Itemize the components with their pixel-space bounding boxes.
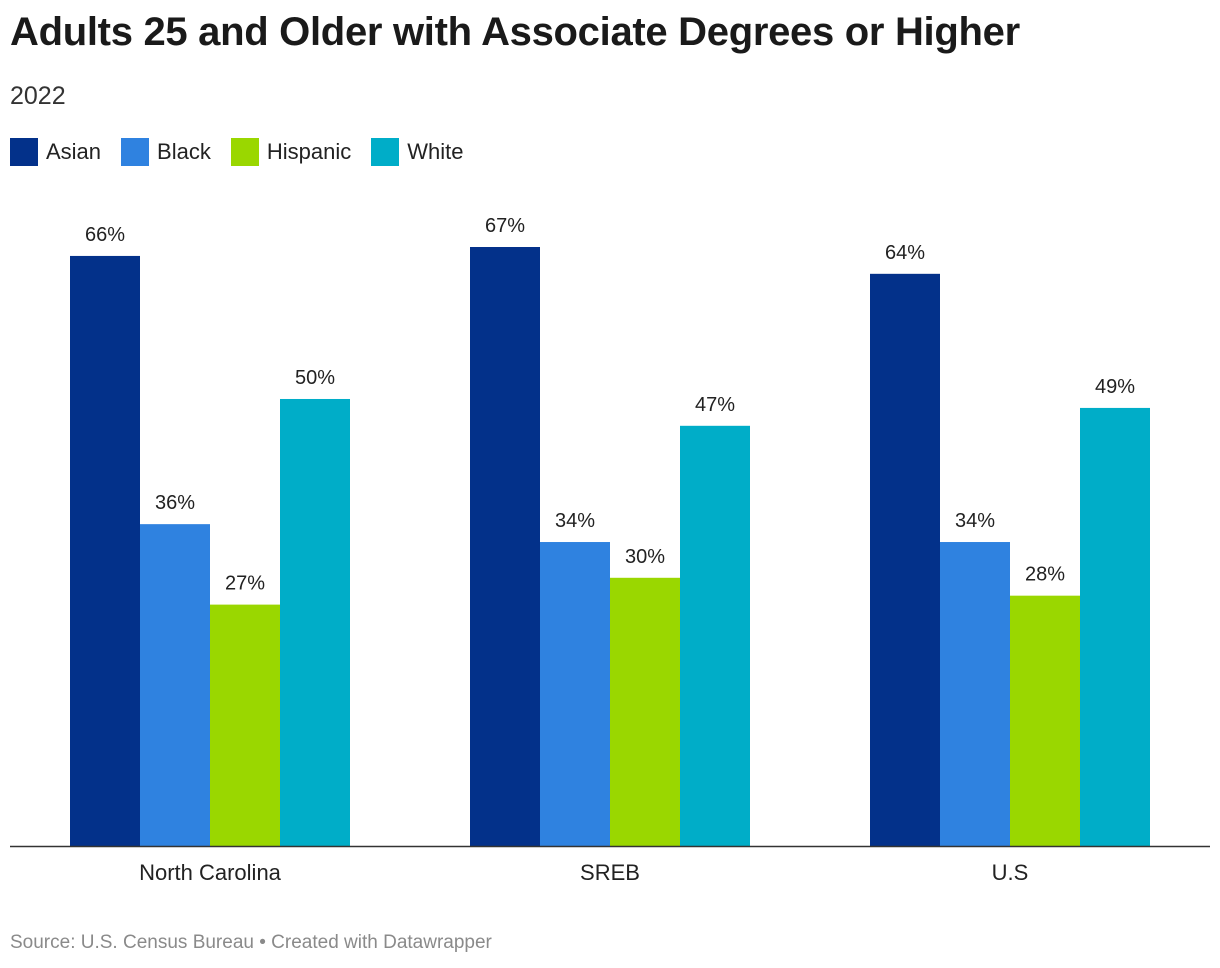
- legend: Asian Black Hispanic White: [10, 138, 463, 166]
- data-label-hispanic-1: 27%: [225, 573, 265, 595]
- bar-black-3: [940, 542, 1010, 846]
- data-label-black-1: 36%: [155, 492, 195, 514]
- data-label-hispanic-3: 28%: [1025, 564, 1065, 586]
- bar-chart: 66% 36% 27% 50% North Carolina 67% 34% 30% 47% SR…: [10, 215, 1210, 885]
- legend-label-hispanic: Hispanic: [266, 139, 352, 164]
- bar-white-3: [1080, 407, 1150, 846]
- legend-swatch-hispanic: [230, 138, 259, 166]
- legend-swatch-black: [121, 138, 150, 166]
- legend-label-asian: Asian: [46, 139, 102, 164]
- x-tick-label-3: U.S: [992, 860, 1029, 885]
- data-label-hispanic-2: 30%: [625, 546, 665, 568]
- data-label-white-1: 50%: [295, 367, 335, 389]
- bar-black-2: [540, 542, 610, 846]
- x-tick-label-2: SREB: [580, 860, 640, 885]
- bar-white-2: [680, 425, 750, 846]
- data-label-white-2: 47%: [695, 394, 735, 416]
- bar-asian-1: [70, 255, 140, 846]
- legend-label-white: White: [407, 139, 464, 164]
- source-note: Source: U.S. Census Bureau • Created wit…: [10, 932, 492, 953]
- data-label-black-3: 34%: [955, 510, 995, 532]
- bar-black-1: [140, 524, 210, 846]
- bar-asian-2: [470, 247, 540, 846]
- legend-item-hispanic: Hispanic: [230, 138, 352, 166]
- data-label-white-3: 49%: [1095, 376, 1135, 398]
- legend-label-black: Black: [157, 139, 211, 164]
- data-label-asian-3: 64%: [885, 242, 925, 264]
- legend-swatch-white: [371, 138, 400, 166]
- legend-item-asian: Asian: [10, 138, 101, 166]
- legend-item-black: Black: [121, 138, 211, 166]
- bar-hispanic-2: [610, 577, 680, 846]
- data-label-asian-1: 66%: [85, 224, 125, 246]
- bar-asian-3: [870, 273, 940, 846]
- legend-swatch-asian: [10, 138, 38, 166]
- bar-hispanic-3: [1010, 595, 1080, 846]
- x-tick-label-1: North Carolina: [139, 860, 282, 885]
- chart-subtitle: 2022: [10, 82, 66, 110]
- legend-item-white: White: [371, 138, 463, 166]
- bar-hispanic-1: [210, 604, 280, 846]
- data-label-black-2: 34%: [555, 510, 595, 532]
- chart-title: Adults 25 and Older with Associate Degre…: [10, 10, 1020, 54]
- data-label-asian-2: 67%: [485, 215, 525, 237]
- bar-white-1: [280, 398, 350, 846]
